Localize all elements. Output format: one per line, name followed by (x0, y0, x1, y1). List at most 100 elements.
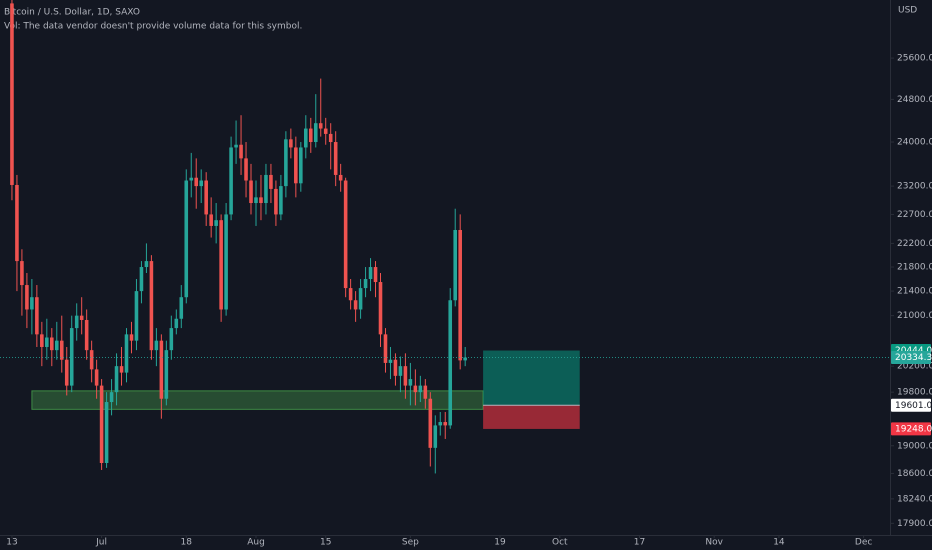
candle-body (269, 174, 273, 189)
candle-body (274, 188, 278, 215)
candle-body (174, 318, 179, 329)
candle-body (299, 147, 303, 184)
candle-body (199, 180, 204, 187)
y-tick-label: 18240.0 (897, 494, 932, 504)
x-tick-label: Nov (705, 538, 723, 548)
y-tick-label: 22700.0 (897, 210, 932, 220)
x-tick-label: 14 (773, 538, 785, 548)
y-tick-label: 18600.0 (897, 469, 932, 479)
candle-body (428, 398, 433, 448)
candle-body (179, 297, 184, 319)
candle-body (338, 174, 343, 181)
candle-body (54, 340, 59, 351)
candle-body (10, 3, 14, 185)
x-tick-label: Sep (402, 538, 419, 548)
candle-body (84, 319, 89, 351)
candle-body (104, 402, 109, 464)
candle-body (159, 340, 164, 399)
candle-body (234, 144, 238, 148)
candle-body (189, 177, 194, 181)
candle-body (448, 300, 453, 426)
candle-body (169, 328, 174, 351)
x-tick-label: Aug (247, 538, 265, 548)
y-tick-label: 22200.0 (897, 239, 932, 249)
candle-body (423, 385, 428, 399)
candle-body (30, 297, 34, 310)
x-tick-label: Oct (552, 538, 568, 548)
candle-body (433, 425, 438, 448)
candle-body (40, 334, 44, 347)
candle-body (294, 147, 298, 184)
candle-body (284, 139, 288, 187)
candle-body (20, 261, 24, 286)
candle-body (50, 337, 54, 351)
candle-body (144, 261, 149, 268)
candle-body (403, 366, 408, 386)
candle-body (393, 359, 398, 376)
candle-body (443, 422, 448, 426)
candle-body (463, 357, 467, 361)
candle-body (99, 385, 104, 464)
candle-body (249, 180, 253, 204)
candle-body (114, 366, 119, 393)
candle-body (35, 297, 39, 335)
currency-label: USD (898, 6, 917, 16)
candle-body (229, 147, 233, 215)
price-badge (891, 398, 931, 412)
candle-body (413, 385, 418, 393)
candle-body (204, 180, 208, 215)
candle-body (289, 139, 293, 148)
candle-body (408, 379, 413, 386)
candle-body (358, 288, 363, 310)
candle-body (383, 334, 388, 363)
candle-body (328, 133, 333, 143)
candle-body (373, 267, 378, 283)
y-tick-label: 25600.0 (897, 54, 932, 64)
y-tick-label: 21000.0 (897, 311, 932, 321)
candle-body (184, 180, 189, 298)
x-tick-label: 17 (634, 538, 645, 548)
candle-body (224, 214, 228, 310)
candle-body (438, 422, 443, 426)
y-tick-label: 19800.0 (897, 388, 932, 398)
candle-body (313, 123, 318, 143)
candle-body (398, 366, 403, 376)
x-tick-label: Jul (95, 538, 107, 548)
y-tick-label: 23200.0 (897, 182, 932, 192)
chart-title: Bitcoin / U.S. Dollar, 1D, SAXO (4, 8, 140, 18)
x-tick-label: 18 (181, 538, 193, 548)
candle-body (333, 142, 338, 175)
y-tick-label: 21400.0 (897, 287, 932, 297)
position-profit (483, 350, 580, 406)
candle-body (219, 220, 223, 310)
candle-body (254, 197, 258, 204)
candle-body (458, 229, 462, 361)
position-loss (483, 405, 580, 429)
candle-body (109, 392, 114, 403)
y-tick-label: 24000.0 (897, 138, 932, 148)
x-tick-label: 15 (320, 538, 331, 548)
candle-body (279, 186, 283, 215)
price-badge-label: 19601.0 (895, 401, 932, 411)
candle-body (15, 184, 19, 262)
y-tick-label: 19000.0 (897, 441, 932, 451)
candle-body (209, 214, 213, 226)
candle-body (64, 359, 69, 386)
candle-body (304, 128, 308, 148)
y-tick-label: 20200.0 (897, 362, 932, 372)
candle-body (418, 385, 423, 393)
price-badge (891, 422, 931, 436)
candle-body (89, 350, 94, 370)
candle-body (25, 285, 29, 310)
candle-body (124, 334, 129, 373)
price-badge-label: 19248.0 (895, 424, 932, 434)
candle-body (323, 128, 328, 134)
candle-body (343, 180, 348, 289)
candle-body (214, 220, 218, 226)
candle-body (129, 334, 134, 341)
candle-body (45, 337, 49, 347)
candle-body (244, 158, 248, 181)
candle-body (453, 229, 458, 301)
